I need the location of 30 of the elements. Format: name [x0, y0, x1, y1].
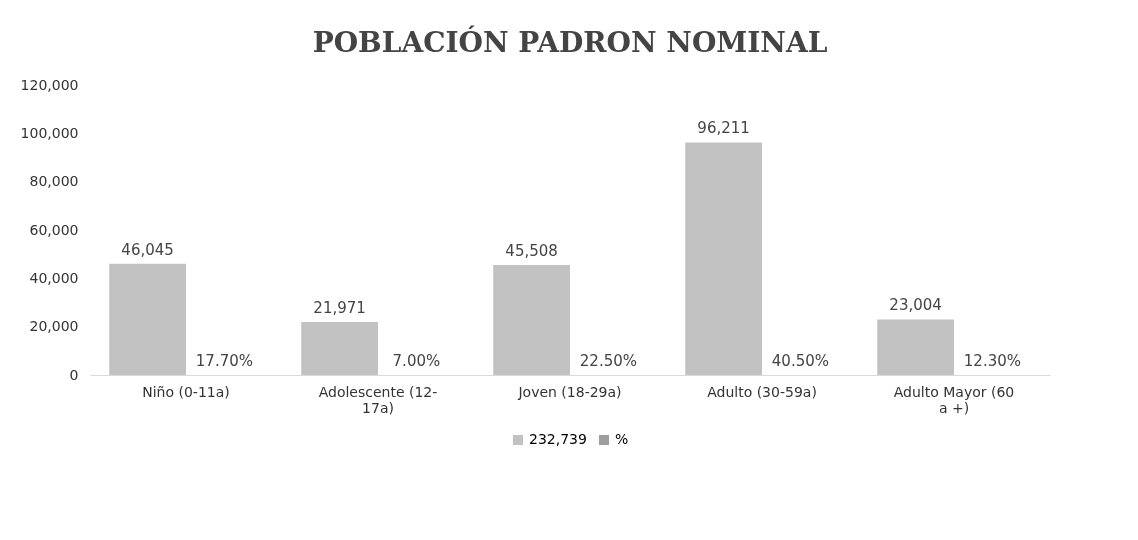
data-label: 96,211 — [697, 119, 750, 138]
y-tick-label: 0 — [69, 366, 79, 383]
data-label: 21,971 — [313, 298, 366, 317]
bar — [685, 142, 762, 375]
y-tick-label: 120,000 — [20, 76, 79, 93]
data-label: 7.00% — [392, 351, 441, 370]
data-label: 12.30% — [963, 351, 1021, 370]
data-label: 40.50% — [771, 351, 829, 370]
data-label: 45,508 — [505, 242, 558, 261]
legend-label: % — [615, 431, 629, 447]
bar — [301, 321, 378, 375]
bar — [493, 265, 570, 375]
x-tick-label: Adulto Mayor (60 a +) — [893, 383, 1015, 416]
y-tick-label: 60,000 — [29, 221, 79, 238]
x-tick-label: Adulto (30-59a) — [707, 383, 817, 400]
data-label: 22.50% — [579, 351, 637, 370]
x-tick-label: Adolescente (12-17a) — [318, 383, 438, 416]
y-tick-label: 100,000 — [20, 124, 79, 141]
x-tick-label: Niño (0-11a) — [142, 383, 230, 400]
y-tick-label: 80,000 — [29, 173, 79, 190]
data-label: 46,045 — [121, 240, 174, 259]
data-label: 17.70% — [195, 351, 253, 370]
chart-title: POBLACIÓN PADRON NOMINAL — [312, 25, 828, 59]
bar — [109, 263, 186, 375]
data-label: 23,004 — [889, 296, 942, 315]
y-tick-label: 40,000 — [29, 269, 79, 286]
y-tick-label: 20,000 — [29, 318, 79, 335]
x-tick-label: Joven (18-29a) — [517, 383, 622, 400]
bar — [877, 319, 954, 375]
legend-label: 232,739 — [529, 431, 587, 447]
